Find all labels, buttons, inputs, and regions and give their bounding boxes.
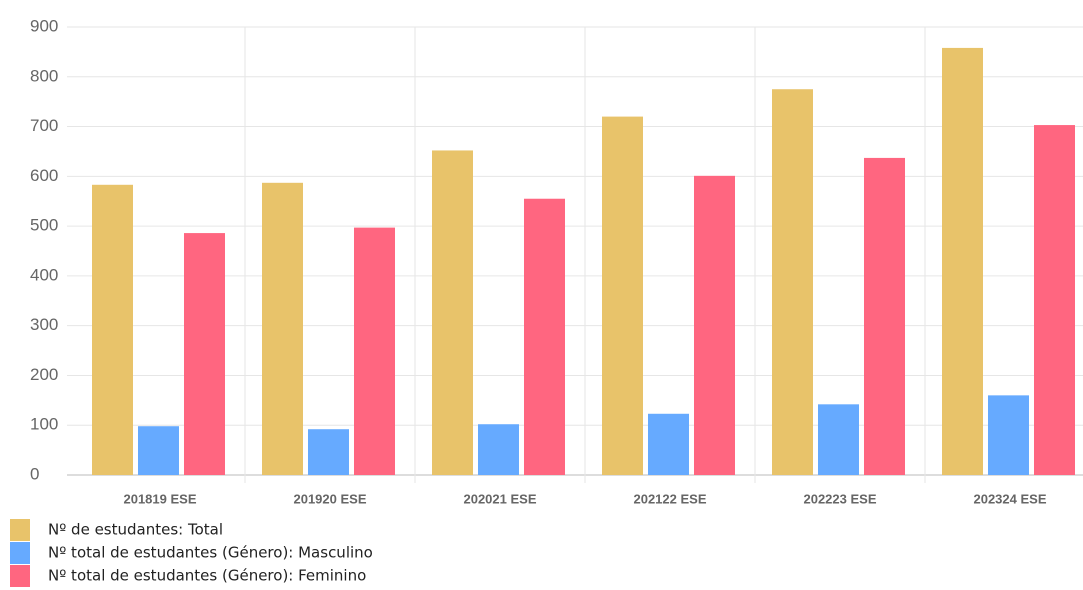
bar bbox=[354, 227, 395, 475]
bar bbox=[138, 426, 179, 475]
y-tick-label: 100 bbox=[30, 415, 58, 434]
y-tick-label: 500 bbox=[30, 216, 58, 235]
y-tick-label: 800 bbox=[30, 66, 58, 85]
bar bbox=[818, 404, 859, 475]
y-tick-label: 700 bbox=[30, 116, 58, 135]
legend-label: Nº total de estudantes (Género): Masculi… bbox=[48, 544, 373, 562]
bar bbox=[772, 89, 813, 475]
bar bbox=[308, 429, 349, 475]
y-tick-label: 900 bbox=[30, 16, 58, 35]
y-tick-label: 600 bbox=[30, 166, 58, 185]
bar bbox=[648, 413, 689, 475]
legend-swatch bbox=[10, 542, 30, 564]
bar bbox=[602, 116, 643, 475]
y-tick-label: 400 bbox=[30, 265, 58, 284]
y-tick-label: 300 bbox=[30, 315, 58, 334]
y-tick-label: 0 bbox=[30, 464, 39, 483]
bar bbox=[1034, 125, 1075, 475]
x-tick-label: 202021 ESE bbox=[463, 491, 536, 506]
x-tick-label: 202324 ESE bbox=[973, 491, 1046, 506]
bar bbox=[988, 395, 1029, 475]
legend-swatch bbox=[10, 565, 30, 587]
legend-label: Nº total de estudantes (Género): Feminin… bbox=[48, 567, 366, 585]
bar bbox=[942, 47, 983, 475]
bar bbox=[432, 150, 473, 475]
bar bbox=[262, 182, 303, 475]
x-tick-label: 201819 ESE bbox=[123, 491, 196, 506]
y-tick-label: 200 bbox=[30, 365, 58, 384]
bar bbox=[92, 184, 133, 475]
legend-swatch bbox=[10, 519, 30, 541]
x-tick-label: 202223 ESE bbox=[803, 491, 876, 506]
bar bbox=[694, 175, 735, 475]
legend-label: Nº de estudantes: Total bbox=[48, 521, 223, 539]
bar bbox=[184, 233, 225, 475]
x-tick-label: 202122 ESE bbox=[633, 491, 706, 506]
x-tick-label: 201920 ESE bbox=[293, 491, 366, 506]
bar bbox=[478, 424, 519, 475]
bar bbox=[864, 157, 905, 475]
bar bbox=[524, 198, 565, 475]
